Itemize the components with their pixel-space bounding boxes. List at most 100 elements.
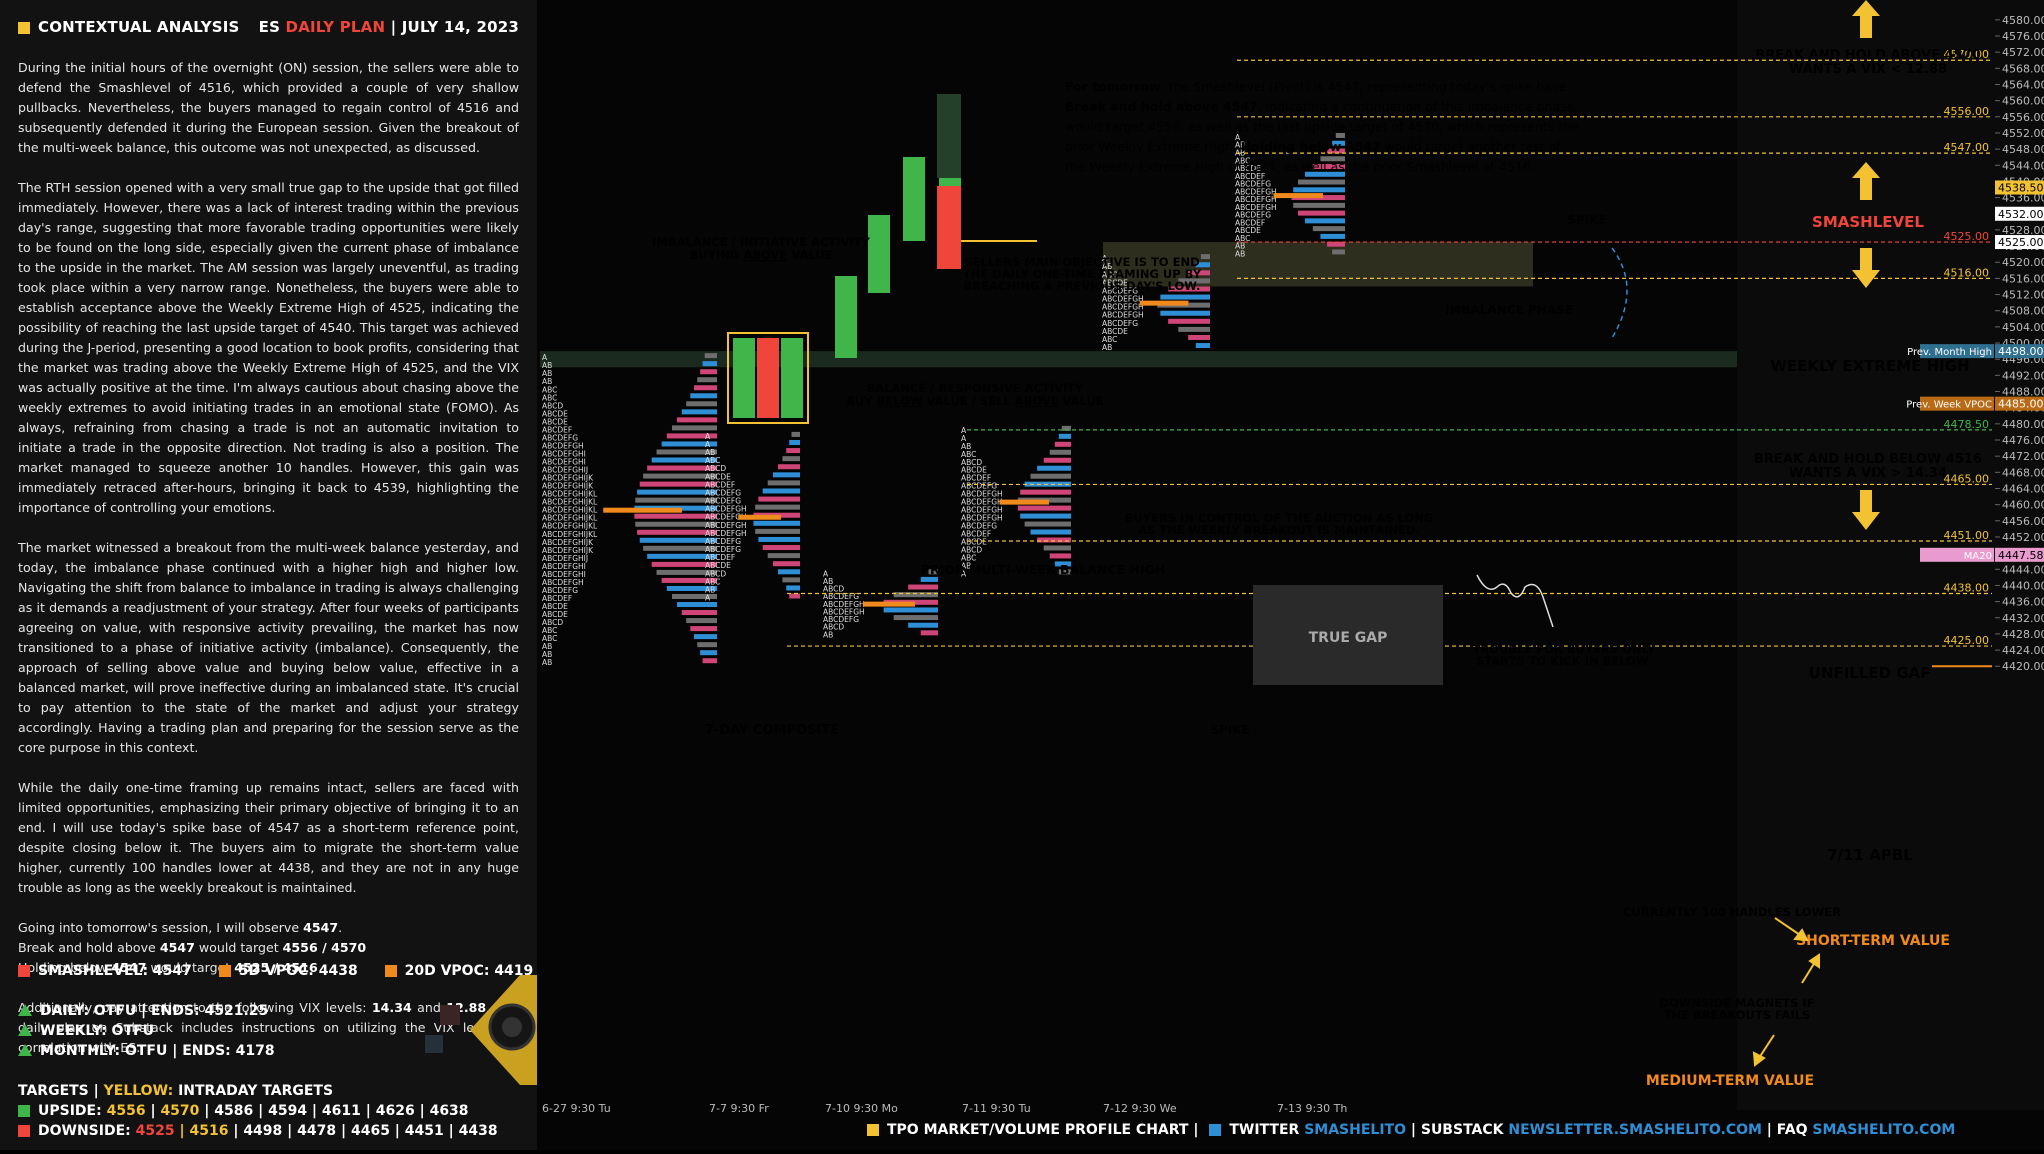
tpo-row: ABCDEFGH: [705, 505, 747, 514]
volume-bar: [762, 488, 800, 494]
pointer-arrow: [1801, 961, 1816, 984]
tpo-row: A: [961, 569, 967, 578]
annotation: BREAK AND HOLD BELOW 4516: [1754, 452, 1982, 467]
tomorrow-line: would target 4556, as well as the last u…: [1065, 119, 1579, 134]
axis-tick-label: 4436.00: [2002, 596, 2044, 609]
volume-bar: [1195, 343, 1210, 349]
tpo-row: ABCDEF: [542, 594, 572, 603]
volume-bar: [758, 496, 800, 502]
tpo-row: ABCDEFGH: [1102, 311, 1144, 320]
level-label: 4425.00: [1944, 634, 1990, 647]
volume-bar: [651, 457, 717, 463]
outlook-text: Break and hold above: [18, 940, 160, 955]
tpo-row: AB: [542, 377, 552, 386]
volume-bar: [651, 561, 717, 567]
volume-bar: [639, 537, 717, 543]
outlook-text: would target: [146, 960, 235, 975]
tpo-row: AB: [542, 658, 552, 667]
price-badge: [1995, 180, 2044, 195]
candle: [757, 338, 779, 418]
volume-bar: [647, 465, 717, 471]
volume-bar: [637, 529, 717, 535]
price-badge: [1995, 235, 2044, 250]
arrow-down-icon: [1852, 248, 1880, 288]
footer-sep: |: [1410, 1122, 1416, 1138]
tpo-row: ABCDE: [961, 537, 987, 546]
arrow-head-icon: [1793, 928, 1809, 942]
annotation: BUYING ABOVE VALUE: [690, 248, 833, 262]
axis-tick-label: 4464.00: [2002, 482, 2044, 495]
tpo-row: A: [705, 432, 711, 441]
volume-bar: [767, 480, 800, 486]
smashlevel-label: SMASHLEVEL: [1812, 213, 1924, 231]
trend-weekly: WEEKLY: OTFU: [18, 1023, 154, 1039]
volume-bar: [772, 561, 800, 567]
arrow-down-icon: [1852, 490, 1880, 530]
volume-bar: [693, 385, 717, 391]
upside-label: UPSIDE:: [38, 1103, 102, 1119]
tpo-row: ABCDEFG: [705, 537, 741, 546]
tpo-row: ABCDEFG: [961, 482, 997, 491]
level-label: 4525.00: [1944, 230, 1990, 243]
axis-tick-label: 4560.00: [2002, 95, 2044, 108]
tpo-row: ABCDEFGHIJK: [542, 546, 594, 555]
candle: [733, 338, 755, 418]
axis-tick-label: 4432.00: [2002, 612, 2044, 625]
prior-balance-label: PRIOR MULTI-WEEK BALANCE HIGH: [921, 562, 1165, 577]
downside-label: DOWNSIDE:: [38, 1123, 131, 1139]
volume-bar: [676, 602, 717, 608]
volume-bar: [666, 585, 717, 591]
trend-text: MONTHLY: OTFU | ENDS: 4178: [40, 1043, 275, 1059]
volume-bar: [1327, 241, 1345, 247]
volume-bar: [755, 528, 800, 534]
analysis-text: During the initial hours of the overnigh…: [18, 58, 519, 1078]
volume-bar: [704, 353, 717, 359]
substack-link[interactable]: NEWSLETTER.SMASHELITO.COM: [1508, 1122, 1762, 1138]
tpo-row: ABCD: [823, 585, 844, 594]
tomorrow-line: For tomorrow, the Smashlevel (Pivot) is …: [1065, 79, 1570, 94]
true-gap-box: [1253, 585, 1443, 685]
tpo-row: AB: [961, 442, 971, 451]
tpo-row: ABCDE: [705, 561, 731, 570]
twitter-handle-link[interactable]: SMASHELITO: [1304, 1122, 1406, 1138]
volume-bar: [782, 456, 800, 462]
triangle-up-icon: [18, 1024, 32, 1036]
annotation: DOWNSIDE MAGNETS IF: [1659, 996, 1814, 1010]
tpo-row: ABCDEF: [705, 480, 735, 489]
session-label: 7-10 9:30 Mo: [825, 1102, 898, 1115]
volume-bar: [697, 377, 717, 383]
tpo-row: ABCDEFG: [823, 615, 859, 624]
price-badge: [1995, 206, 2044, 221]
outlook: Going into tomorrow's session, I will ob…: [18, 918, 519, 978]
tpo-row: ABCDEFG: [1102, 319, 1138, 328]
level-label: 4516.00: [1944, 266, 1990, 279]
tpo-row: ABCDEFGHI: [542, 562, 586, 571]
annotation: AS THE WEEKLY BREAKOUT IS MAINTAINED.: [1138, 523, 1420, 537]
annotation: WANTS A VIX > 14.34: [1789, 466, 1947, 481]
unfilled-gap-label: UNFILLED GAP: [1809, 664, 1932, 682]
volume-bar: [1030, 529, 1071, 535]
plan-name: DAILY PLAN: [285, 18, 386, 36]
volume-bar: [1335, 132, 1345, 138]
tpo-row: ABCDEFGHIJKL: [542, 498, 598, 507]
tpo-chart: AABABABABCABCABCDABCDEABCDEABCDEFABCDEFG…: [540, 0, 2044, 1115]
volume-bar: [1312, 226, 1345, 232]
price-badge: [1995, 396, 2044, 411]
volume-bar: [908, 622, 938, 628]
volume-bar: [1043, 457, 1071, 463]
volume-bar: [1168, 286, 1210, 292]
level-label: 4451.00: [1944, 529, 1990, 542]
axis-tick-label: 4456.00: [2002, 515, 2044, 528]
faq-link[interactable]: SMASHELITO.COM: [1812, 1122, 1956, 1138]
annotation: SELLERS MAIN OBJECTIVE IS TO END: [964, 255, 1199, 269]
analysis-panel: CONTEXTUAL ANALYSIS ES DAILY PLAN | JULY…: [0, 0, 537, 1150]
volume-bar: [1168, 318, 1210, 324]
volume-bar: [1043, 545, 1071, 551]
targets-subtitle: INTRADAY TARGETS: [178, 1083, 334, 1099]
badge-tag-text: Prev. Week VPOC: [1906, 400, 1992, 411]
upside-rest: | 4586 | 4594 | 4611 | 4626 | 4638: [204, 1103, 469, 1119]
volume-bar: [883, 607, 938, 613]
apbl-label: 7/11 APBL: [1827, 846, 1913, 864]
session-label: 7-7 9:30 Fr: [709, 1102, 769, 1115]
volume-bar: [639, 481, 717, 487]
